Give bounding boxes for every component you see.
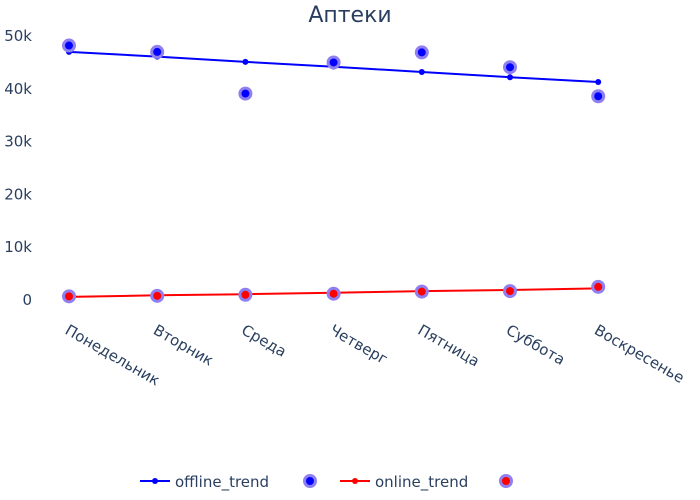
- legend-item[interactable]: offline_trend: [140, 473, 269, 492]
- y-tick-label: 0: [22, 291, 32, 309]
- data-point: [503, 60, 517, 75]
- y-tick-label: 30k: [4, 133, 32, 151]
- y-tick-label: 20k: [4, 185, 32, 203]
- y-tick-label: 10k: [4, 238, 32, 256]
- y-tick-label: 50k: [4, 27, 32, 45]
- y-tick-label: 40k: [4, 80, 32, 98]
- x-tick-label: Четверг: [327, 321, 391, 369]
- data-point: [62, 38, 76, 53]
- legend-marker-swatch: [152, 478, 158, 484]
- data-point: [326, 286, 341, 301]
- legend-item[interactable]: [499, 474, 513, 488]
- legend-label: offline_trend: [175, 473, 269, 492]
- x-tick-label: Понедельник: [62, 321, 163, 390]
- data-point: [595, 78, 602, 85]
- data-point: [507, 74, 513, 81]
- data-point: [414, 45, 429, 60]
- legend-marker-swatch: [303, 474, 317, 488]
- data-point: [414, 284, 429, 299]
- series-points-1: [62, 38, 606, 104]
- data-point: [238, 86, 253, 101]
- x-tick-label: Пятница: [415, 321, 483, 371]
- legend-item[interactable]: [303, 474, 317, 488]
- chart-title: Аптеки: [308, 3, 391, 28]
- legend-label: online_trend: [375, 473, 468, 492]
- legend-marker-swatch: [499, 474, 513, 488]
- legend[interactable]: offline_trend online_trend: [140, 473, 513, 492]
- data-point: [503, 284, 517, 299]
- series-points-3: [62, 279, 606, 304]
- data-point: [242, 58, 249, 65]
- y-axis: 0 10k 20k 30k 40k 50k: [4, 27, 32, 309]
- legend-item[interactable]: online_trend: [340, 473, 468, 492]
- data-point: [150, 44, 165, 59]
- legend-marker-swatch: [352, 478, 358, 484]
- data-point: [150, 288, 165, 303]
- data-point: [418, 68, 425, 75]
- data-point: [591, 279, 606, 294]
- x-tick-label: Среда: [238, 321, 289, 361]
- data-point: [238, 287, 253, 302]
- data-point: [326, 55, 341, 70]
- data-point: [62, 289, 76, 304]
- x-tick-label: Вторник: [150, 321, 216, 370]
- plot-area: [62, 38, 606, 304]
- data-point: [591, 89, 606, 104]
- x-tick-label: Суббота: [503, 321, 568, 369]
- x-tick-label: Воскресенье: [591, 321, 687, 387]
